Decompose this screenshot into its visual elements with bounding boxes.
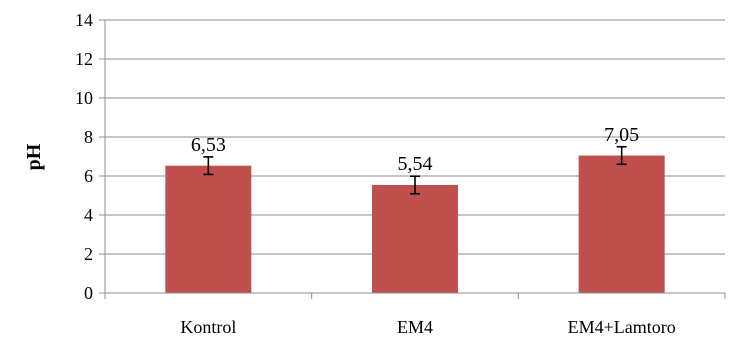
error-bars — [203, 145, 627, 195]
x-tick-label: EM4 — [397, 317, 433, 337]
bar-em4-lamtoro — [578, 155, 665, 293]
data-label: 7,05 — [604, 124, 639, 146]
y-tick-label: 14 — [75, 10, 93, 30]
bars — [165, 155, 665, 293]
y-tick-label: 2 — [84, 244, 93, 264]
y-axis-label: pH — [23, 143, 45, 170]
data-label: 6,53 — [191, 134, 226, 156]
y-tick-label: 0 — [84, 283, 93, 303]
y-tick-label: 8 — [84, 127, 93, 147]
bar-kontrol — [165, 165, 252, 293]
data-labels: 6,53 5,54 7,05 — [191, 124, 639, 175]
x-axis: Kontrol EM4 EM4+Lamtoro — [104, 20, 726, 337]
x-tick-label: EM4+Lamtoro — [568, 317, 676, 337]
y-tick-label: 10 — [75, 88, 93, 108]
y-tick-label: 4 — [84, 205, 93, 225]
y-axis-ticks: 0 2 4 6 8 10 12 14 — [75, 10, 105, 303]
x-tick-label: Kontrol — [180, 317, 236, 337]
y-tick-label: 6 — [84, 166, 93, 186]
data-label: 5,54 — [398, 153, 433, 175]
bar-em4 — [372, 184, 458, 293]
y-tick-label: 12 — [75, 49, 93, 69]
